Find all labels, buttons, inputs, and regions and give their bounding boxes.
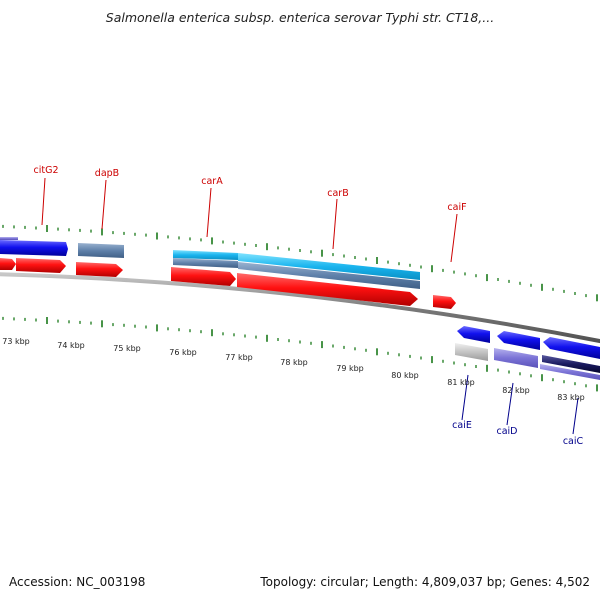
gene-label-carA[interactable]: carA: [201, 176, 223, 187]
gene-feature[interactable]: [0, 240, 68, 256]
scale-label: 79 kbp: [336, 364, 364, 373]
topology-summary: Topology: circular; Length: 4,809,037 bp…: [260, 575, 590, 589]
gene-feature[interactable]: [433, 295, 456, 309]
scale-label: 76 kbp: [169, 348, 197, 357]
gene-label-caiE[interactable]: caiE: [452, 420, 472, 431]
gene-feature[interactable]: [173, 258, 238, 268]
gene-feature[interactable]: [497, 331, 540, 350]
gene-label-caiD[interactable]: caiD: [497, 426, 518, 437]
forward-label-leaders: [41, 177, 458, 263]
scale-label: 74 kbp: [57, 341, 85, 350]
gene-feature[interactable]: [237, 273, 418, 306]
gene-feature[interactable]: [171, 267, 236, 286]
gene-feature[interactable]: [0, 237, 18, 240]
gene-feature[interactable]: [455, 343, 488, 361]
gene-label-carB[interactable]: carB: [327, 188, 348, 199]
gene-feature[interactable]: [238, 253, 420, 280]
genome-backbone: [0, 272, 600, 344]
gene-feature[interactable]: [16, 258, 66, 273]
gene-label-caiF[interactable]: caiF: [447, 202, 466, 213]
inner-tick-row: [2, 316, 598, 392]
scale-label: 75 kbp: [113, 344, 141, 353]
reverse-strand-features: [455, 326, 600, 380]
gene-label-dapB[interactable]: dapB: [95, 168, 119, 179]
map-title: Salmonella enterica subsp. enterica sero…: [105, 10, 495, 25]
forward-strand-features: [0, 237, 456, 309]
scale-label: 83 kbp: [557, 393, 585, 402]
gene-label-caiC[interactable]: caiC: [563, 436, 584, 447]
scale-label: 77 kbp: [225, 353, 253, 362]
gene-feature[interactable]: [494, 348, 538, 368]
scale-label: 82 kbp: [502, 386, 530, 395]
accession-text: Accession: NC_003198: [9, 575, 146, 589]
gene-feature[interactable]: [76, 262, 123, 277]
gene-feature[interactable]: [542, 355, 600, 373]
reverse-label-leaders: [461, 374, 579, 435]
gene-feature[interactable]: [457, 326, 490, 343]
gene-label-citG2[interactable]: citG2: [34, 165, 59, 176]
outer-tick-row: [2, 224, 598, 302]
gene-feature[interactable]: [238, 262, 420, 289]
scale-label: 73 kbp: [2, 337, 30, 346]
scale-label: 80 kbp: [391, 371, 419, 380]
gene-feature[interactable]: [540, 364, 600, 380]
gene-feature[interactable]: [173, 250, 238, 260]
gene-feature[interactable]: [78, 243, 124, 258]
gene-feature[interactable]: [0, 258, 16, 270]
scale-label: 81 kbp: [447, 378, 475, 387]
scale-label: 78 kbp: [280, 358, 308, 367]
gene-feature[interactable]: [543, 337, 600, 359]
